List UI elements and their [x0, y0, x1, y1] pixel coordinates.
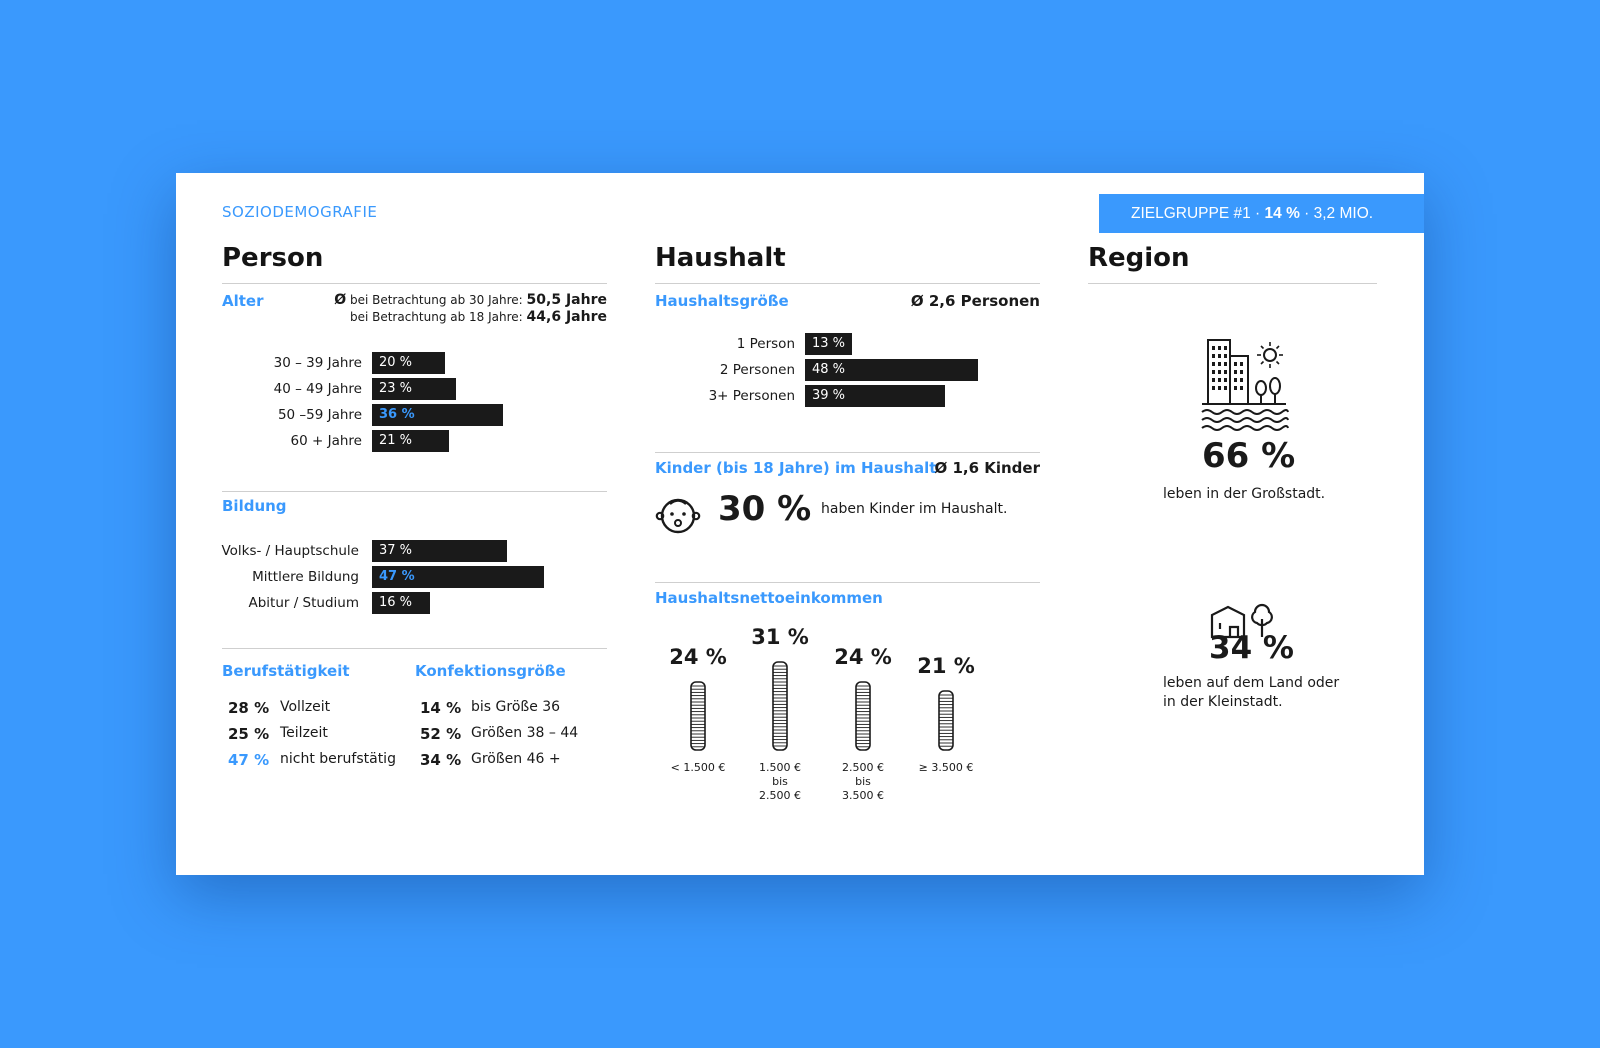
city-text: leben in der Großstadt.	[1163, 486, 1326, 502]
einkommen-category-label: 2.500 €	[842, 761, 884, 774]
alter-rule	[222, 491, 607, 492]
kinder-text: haben Kinder im Haushalt.	[821, 501, 1008, 517]
section-kicker: SOZIODEMOGRAFIE	[222, 203, 378, 221]
beruf-text: Teilzeit	[280, 725, 328, 741]
bildung-bar: 37 %	[372, 540, 507, 562]
bildung-bar-label: Volks- / Hauptschule	[221, 543, 359, 559]
haushalt-bar: 13 %	[805, 333, 852, 355]
beruf-percent: 28 %	[228, 699, 270, 717]
coin-stack-icon	[938, 690, 954, 751]
alter-bar: 20 %	[372, 352, 445, 374]
alter-avg-1-value: 50,5 Jahre	[526, 292, 607, 308]
target-group-badge: ZIELGRUPPE #1 · 14 % · 3,2 MIO.	[1099, 194, 1424, 233]
einkommen-label: Haushaltsnettoeinkommen	[655, 589, 883, 607]
person-title-rule	[222, 283, 607, 284]
einkommen-percent: 31 %	[751, 625, 809, 649]
alter-bar: 23 %	[372, 378, 456, 400]
haushalt-bar-label: 2 Personen	[719, 362, 795, 378]
land-text-line2: in der Kleinstadt.	[1163, 694, 1283, 710]
konfektion-percent: 34 %	[420, 751, 462, 769]
kinder-percent: 30 %	[718, 489, 812, 529]
alter-bar: 36 %	[372, 404, 503, 426]
house-tree-icon	[1210, 603, 1273, 639]
konfektion-label: Konfektionsgröße	[415, 662, 566, 680]
haushaltsgroesse-label: Haushaltsgröße	[655, 292, 789, 310]
einkommen-percent: 24 %	[834, 645, 892, 669]
einkommen-category-label: 2.500 €	[759, 789, 801, 802]
land-text-line1: leben auf dem Land oder	[1163, 675, 1340, 691]
einkommen-percent: 24 %	[669, 645, 727, 669]
badge-prefix: ZIELGRUPPE #1 ·	[1131, 205, 1265, 222]
coin-stack-icon	[855, 681, 871, 751]
city-river-sun-icon	[1201, 339, 1289, 431]
person-title: Person	[222, 243, 324, 273]
coin-stack-icon	[690, 681, 706, 751]
sociodemographics-card: SOZIODEMOGRAFIE ZIELGRUPPE #1 · 14 % · 3…	[176, 173, 1424, 875]
groesse-rule	[655, 452, 1040, 453]
haushaltsgroesse-avg: Ø 2,6 Personen	[910, 292, 1040, 310]
alter-bar: 21 %	[372, 430, 449, 452]
konfektion-text: Größen 46 +	[471, 751, 561, 767]
beruf-percent: 25 %	[228, 725, 270, 743]
einkommen-category-label: 3.500 €	[842, 789, 884, 802]
alter-bar-label: 40 – 49 Jahre	[273, 381, 362, 397]
kinder-avg: Ø 1,6 Kinder	[934, 459, 1040, 477]
bildung-bar: 47 %	[372, 566, 544, 588]
badge-percent: 14 %	[1264, 205, 1300, 222]
haushalt-bar-label: 3+ Personen	[708, 388, 795, 404]
alter-bar-label: 60 + Jahre	[290, 433, 362, 449]
beruf-text: Vollzeit	[280, 699, 331, 715]
haushalt-title-rule	[655, 283, 1040, 284]
bildung-label: Bildung	[222, 497, 287, 515]
alter-bar-label: 30 – 39 Jahre	[273, 355, 362, 371]
alter-avg-2-text: bei Betrachtung ab 18 Jahre:	[349, 310, 527, 324]
haushalt-bar: 48 %	[805, 359, 978, 381]
beruf-label: Berufstätigkeit	[222, 662, 350, 680]
alter-avg-2-value: 44,6 Jahre	[526, 309, 607, 325]
land-percent: 34 %	[1209, 630, 1294, 666]
kinder-label: Kinder (bis 18 Jahre) im Haushalt	[655, 459, 937, 477]
region-title: Region	[1088, 243, 1190, 273]
haushalt-bar: 39 %	[805, 385, 945, 407]
konfektion-text: Größen 38 – 44	[471, 725, 579, 741]
einkommen-category-label: < 1.500 €	[670, 761, 726, 774]
konfektion-percent: 52 %	[420, 725, 462, 743]
baby-face-icon	[655, 498, 701, 534]
avg-symbol: Ø	[334, 292, 347, 308]
alter-avg-2: bei Betrachtung ab 18 Jahre: 44,6 Jahre	[350, 309, 607, 325]
coin-stack-icon	[772, 661, 788, 751]
kinder-rule	[655, 582, 1040, 583]
badge-suffix: · 3,2 MIO.	[1299, 205, 1374, 222]
konfektion-text: bis Größe 36	[471, 699, 561, 715]
city-percent: 66 %	[1202, 436, 1296, 476]
bildung-bar-label: Abitur / Studium	[248, 595, 359, 611]
einkommen-category-label: 1.500 €	[759, 761, 801, 774]
einkommen-category-label: bis	[855, 775, 871, 788]
region-title-rule	[1088, 283, 1377, 284]
beruf-text: nicht berufstätig	[280, 751, 396, 767]
alter-label: Alter	[222, 292, 264, 310]
haushalt-bar-label: 1 Person	[736, 336, 795, 352]
bildung-rule	[222, 648, 607, 649]
einkommen-category-label: ≥ 3.500 €	[918, 761, 974, 774]
alter-avg-1: Ø bei Betrachtung ab 30 Jahre: 50,5 Jahr…	[334, 292, 607, 308]
beruf-percent: 47 %	[228, 751, 270, 769]
konfektion-percent: 14 %	[420, 699, 462, 717]
bildung-bar-label: Mittlere Bildung	[252, 569, 359, 585]
einkommen-category-label: bis	[772, 775, 788, 788]
alter-avg-1-text: bei Betrachtung ab 30 Jahre:	[346, 293, 527, 307]
einkommen-percent: 21 %	[917, 654, 975, 678]
bildung-bar: 16 %	[372, 592, 430, 614]
alter-bar-label: 50 –59 Jahre	[277, 407, 362, 423]
haushalt-title: Haushalt	[655, 243, 786, 273]
